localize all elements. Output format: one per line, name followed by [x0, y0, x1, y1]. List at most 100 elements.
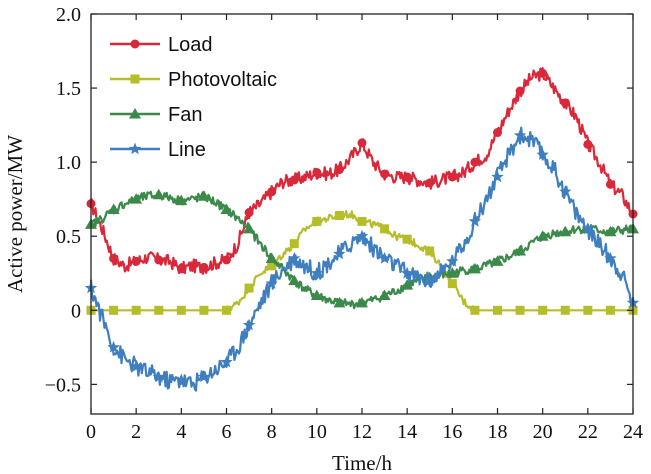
data-point: [468, 262, 481, 274]
data-point: [470, 157, 480, 167]
data-point: [333, 296, 346, 308]
y-tick-label: 1.5: [56, 78, 81, 100]
x-tick-label: 10: [307, 421, 327, 443]
legend-marker: [129, 108, 141, 119]
data-point: [199, 262, 209, 272]
data-point: [447, 279, 457, 289]
data-point: [107, 340, 120, 353]
data-point: [468, 214, 482, 227]
data-point: [559, 185, 572, 197]
data-point: [604, 251, 617, 264]
data-point: [154, 305, 164, 315]
y-tick-label: 2.0: [56, 4, 81, 26]
data-point: [425, 246, 435, 256]
data-point: [197, 190, 210, 201]
data-point: [131, 305, 141, 315]
data-point: [559, 225, 572, 237]
data-point: [491, 255, 504, 266]
data-point: [538, 305, 548, 315]
data-point: [357, 138, 367, 148]
data-point: [289, 175, 299, 185]
series-line: [90, 190, 635, 310]
x-tick-label: 8: [267, 421, 277, 443]
data-point: [583, 305, 593, 315]
data-point: [536, 230, 549, 241]
series-layer: [84, 67, 640, 392]
data-point: [333, 247, 346, 260]
data-point: [109, 305, 119, 315]
legend-marker: [128, 142, 142, 155]
data-point: [515, 305, 525, 315]
data-point: [175, 194, 188, 206]
series-photovoltaic: [86, 210, 638, 315]
series-fan: [85, 188, 639, 310]
data-point: [560, 305, 570, 315]
data-point: [402, 172, 412, 182]
legend: Load Photovoltaic Fan Line: [110, 34, 277, 161]
data-point: [197, 370, 211, 383]
data-point: [312, 168, 322, 178]
data-point: [380, 169, 390, 179]
data-point: [423, 274, 436, 286]
y-tick-label: 0: [71, 300, 81, 322]
data-point: [401, 279, 414, 290]
data-point: [604, 225, 617, 237]
data-point: [109, 253, 119, 263]
data-point: [154, 255, 164, 265]
data-point: [378, 251, 391, 264]
legend-marker: [130, 39, 140, 49]
data-point: [289, 239, 299, 249]
axes-layer: 0 2 4 6 8 10 12 14 16 18 20 22 24−0.500.51.01.52.0: [45, 4, 643, 443]
legend-label: Photovoltaic: [168, 69, 277, 91]
data-point: [310, 289, 323, 300]
data-point: [493, 305, 502, 315]
data-point: [446, 267, 459, 278]
data-point: [244, 283, 254, 293]
data-point: [222, 255, 231, 265]
data-point: [560, 98, 570, 108]
data-point: [130, 360, 143, 372]
data-point: [176, 264, 186, 274]
data-point: [356, 296, 368, 308]
data-point: [334, 210, 344, 220]
data-point: [514, 245, 527, 256]
x-tick-label: 2: [131, 421, 141, 443]
data-point: [357, 216, 367, 226]
data-point: [334, 165, 344, 175]
legend-label: Fan: [168, 104, 202, 126]
data-point: [581, 222, 594, 235]
data-point: [583, 139, 593, 149]
y-tick-label: −0.5: [45, 374, 81, 396]
data-point: [267, 187, 277, 197]
data-point: [310, 266, 323, 279]
data-point: [515, 86, 525, 96]
data-point: [446, 254, 459, 267]
data-point: [176, 305, 186, 315]
data-point: [355, 229, 369, 242]
data-point: [538, 68, 548, 78]
legend-marker: [130, 74, 140, 84]
x-tick-label: 18: [488, 421, 508, 443]
data-point: [152, 188, 165, 200]
data-point: [493, 128, 502, 138]
data-point: [244, 208, 254, 218]
data-point: [288, 251, 301, 264]
x-tick-label: 20: [533, 421, 553, 443]
x-tick-label: 22: [578, 421, 598, 443]
x-tick-label: 4: [176, 421, 186, 443]
data-point: [402, 234, 412, 244]
data-point: [243, 222, 256, 234]
data-point: [220, 355, 233, 368]
data-point: [152, 370, 165, 383]
x-tick-label: 16: [442, 421, 462, 443]
legend-item-line: Line: [110, 139, 206, 161]
x-axis-title: Time/h: [332, 451, 392, 474]
legend-label: Line: [168, 139, 206, 161]
y-axis-title: Active power/MW: [3, 135, 27, 293]
x-tick-label: 6: [222, 421, 232, 443]
y-tick-label: 1.0: [56, 152, 81, 174]
series-load: [86, 67, 638, 275]
x-tick-label: 0: [86, 421, 96, 443]
data-point: [425, 178, 435, 188]
